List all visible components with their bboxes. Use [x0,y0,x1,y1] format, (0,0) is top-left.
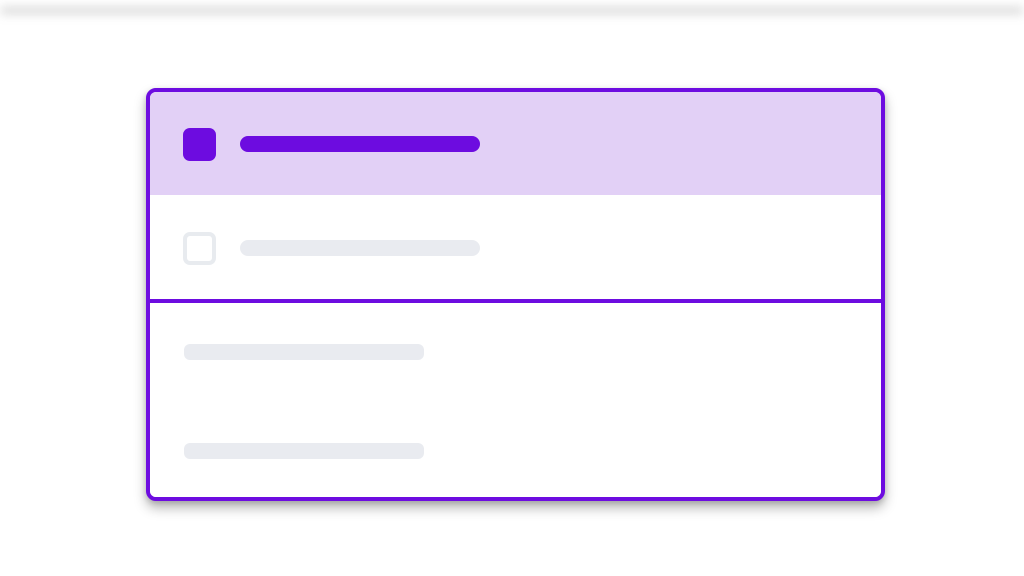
card-divider [146,299,885,303]
option-text-placeholder [240,240,480,256]
option-row-selected[interactable] [150,92,881,195]
checkbox-unchecked-icon[interactable] [183,232,216,265]
option-row-unselected[interactable] [150,195,881,299]
card-inner [146,92,885,497]
offscreen-shadow-band [0,7,1024,14]
card-body [150,303,881,497]
checkbox-checked-icon[interactable] [183,128,216,161]
body-text-placeholder-2 [184,443,424,459]
body-text-placeholder-1 [184,344,424,360]
skeleton-card [146,88,885,501]
selected-option-text-placeholder [240,136,480,152]
